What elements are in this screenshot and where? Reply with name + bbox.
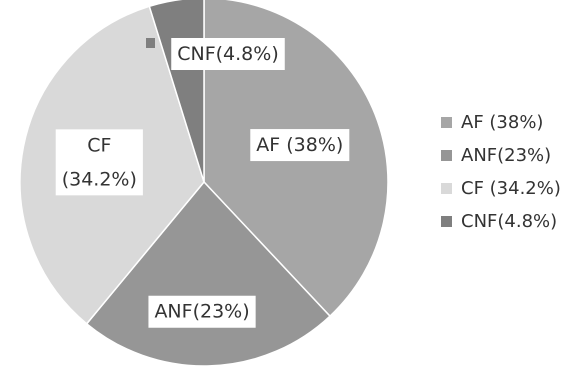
legend-label: ANF(23%): [461, 145, 551, 166]
data-label-box: [148, 295, 256, 328]
legend: AF (38%) ANF(23%) CF (34.2%) CNF(4.8%): [441, 112, 561, 232]
data-label-text: CF: [87, 134, 111, 156]
legend-swatch: [441, 216, 452, 227]
data-label-cnf: CNF(4.8%): [171, 38, 285, 70]
data-label-box: [250, 129, 350, 162]
data-label-af: AF (38%): [250, 129, 350, 162]
data-label-anf: ANF(23%): [148, 295, 256, 328]
legend-label: CNF(4.8%): [461, 211, 557, 232]
legend-item-anf: ANF(23%): [441, 145, 551, 166]
legend-swatch: [441, 183, 452, 194]
pie-slice-anf: [85, 180, 332, 367]
legend-label: AF (38%): [461, 112, 543, 133]
data-label-text: (34.2%): [62, 168, 137, 190]
legend-label: CF (34.2%): [461, 178, 561, 199]
legend-item-cnf: CNF(4.8%): [441, 211, 557, 232]
data-label-text: AF (38%): [256, 134, 343, 156]
data-label-cf: CF (34.2%): [55, 129, 143, 196]
pie-data-labels: AF (38%) ANF(23%) CF (34.2%) CNF(4.8%): [55, 38, 350, 328]
legend-swatch: [441, 150, 452, 161]
data-label-box: [55, 129, 143, 196]
legend-item-af: AF (38%): [441, 112, 543, 133]
cnf-label-marker: [146, 38, 155, 48]
legend-item-cf: CF (34.2%): [441, 178, 561, 199]
data-label-text: ANF(23%): [154, 301, 249, 323]
data-label-box: [171, 38, 285, 70]
legend-swatch: [441, 117, 452, 128]
data-label-text: CNF(4.8%): [177, 43, 279, 65]
